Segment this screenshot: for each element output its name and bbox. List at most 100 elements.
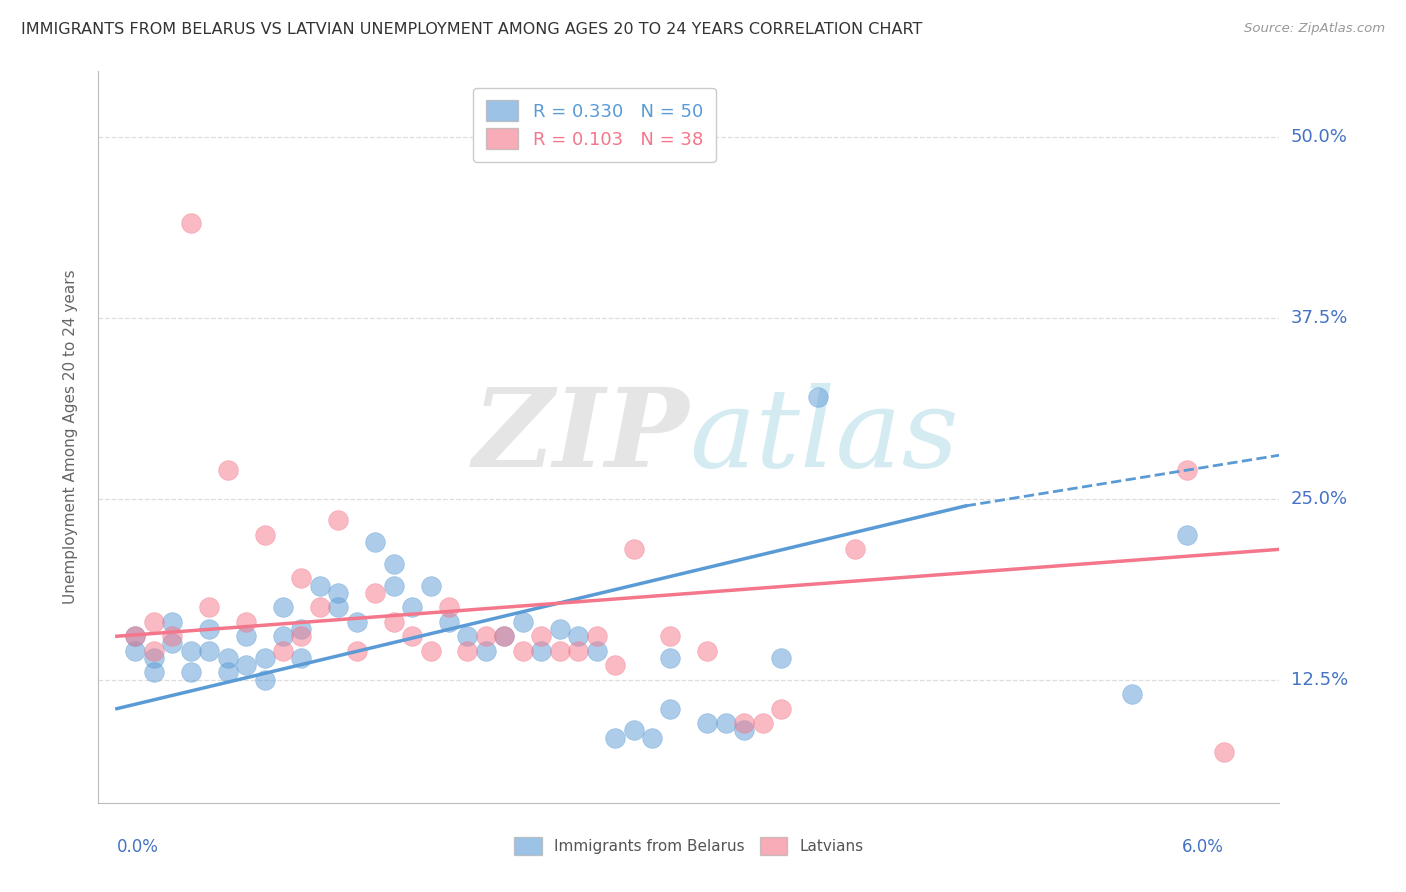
Text: 12.5%: 12.5% <box>1291 671 1348 689</box>
Point <box>659 629 682 643</box>
Point <box>623 542 645 557</box>
Point <box>198 644 221 658</box>
Point <box>475 644 498 658</box>
Point <box>271 629 294 643</box>
Point <box>328 600 350 615</box>
Text: Source: ZipAtlas.com: Source: ZipAtlas.com <box>1244 22 1385 36</box>
Point <box>290 571 312 585</box>
Point <box>659 701 682 715</box>
Point <box>162 629 183 643</box>
Point <box>623 723 645 738</box>
Text: 50.0%: 50.0% <box>1291 128 1347 145</box>
Point <box>290 629 312 643</box>
Text: 37.5%: 37.5% <box>1291 309 1348 326</box>
Point <box>235 658 257 673</box>
Point <box>1175 463 1198 477</box>
Point <box>457 629 479 643</box>
Point <box>235 629 257 643</box>
Point <box>124 644 146 658</box>
Point <box>844 542 866 557</box>
Point <box>142 644 165 658</box>
Point <box>180 644 202 658</box>
Legend: Immigrants from Belarus, Latvians: Immigrants from Belarus, Latvians <box>508 831 870 861</box>
Point <box>309 600 332 615</box>
Point <box>585 629 607 643</box>
Point <box>364 535 387 549</box>
Point <box>641 731 664 745</box>
Point <box>419 578 441 592</box>
Point <box>494 629 516 643</box>
Point <box>752 716 775 731</box>
Point <box>198 600 221 615</box>
Point <box>142 615 165 629</box>
Point <box>290 622 312 636</box>
Point <box>1121 687 1143 701</box>
Point <box>714 716 737 731</box>
Point <box>548 622 571 636</box>
Point <box>585 644 607 658</box>
Point <box>401 629 423 643</box>
Point <box>382 557 405 571</box>
Text: atlas: atlas <box>689 384 959 491</box>
Point <box>309 578 332 592</box>
Point <box>770 701 793 715</box>
Point <box>437 600 460 615</box>
Point <box>567 629 589 643</box>
Text: 25.0%: 25.0% <box>1291 490 1348 508</box>
Point <box>328 586 350 600</box>
Point <box>457 644 479 658</box>
Point <box>567 644 589 658</box>
Point <box>271 600 294 615</box>
Point <box>696 716 718 731</box>
Point <box>253 673 276 687</box>
Point <box>198 622 221 636</box>
Y-axis label: Unemployment Among Ages 20 to 24 years: Unemployment Among Ages 20 to 24 years <box>63 269 77 605</box>
Text: 6.0%: 6.0% <box>1182 838 1225 855</box>
Point <box>419 644 441 658</box>
Point <box>512 644 534 658</box>
Point <box>217 651 239 665</box>
Point <box>512 615 534 629</box>
Point <box>217 665 239 680</box>
Point <box>605 731 627 745</box>
Point <box>180 665 202 680</box>
Point <box>401 600 423 615</box>
Text: ZIP: ZIP <box>472 384 689 491</box>
Text: 0.0%: 0.0% <box>117 838 159 855</box>
Point <box>382 578 405 592</box>
Point <box>530 629 553 643</box>
Point <box>142 651 165 665</box>
Point <box>548 644 571 658</box>
Point <box>364 586 387 600</box>
Point <box>180 216 202 230</box>
Point <box>328 513 350 527</box>
Point <box>733 716 755 731</box>
Point <box>235 615 257 629</box>
Point <box>253 528 276 542</box>
Point <box>162 615 183 629</box>
Point <box>290 651 312 665</box>
Point <box>1213 745 1236 759</box>
Point <box>605 658 627 673</box>
Point <box>253 651 276 665</box>
Point <box>346 644 368 658</box>
Point <box>162 636 183 650</box>
Point <box>382 615 405 629</box>
Point <box>696 644 718 658</box>
Point <box>659 651 682 665</box>
Text: IMMIGRANTS FROM BELARUS VS LATVIAN UNEMPLOYMENT AMONG AGES 20 TO 24 YEARS CORREL: IMMIGRANTS FROM BELARUS VS LATVIAN UNEMP… <box>21 22 922 37</box>
Point <box>530 644 553 658</box>
Point <box>142 665 165 680</box>
Point <box>271 644 294 658</box>
Point <box>217 463 239 477</box>
Point <box>124 629 146 643</box>
Point <box>807 390 830 404</box>
Point <box>475 629 498 643</box>
Point <box>770 651 793 665</box>
Point <box>346 615 368 629</box>
Point <box>494 629 516 643</box>
Point <box>124 629 146 643</box>
Point <box>1175 528 1198 542</box>
Point <box>733 723 755 738</box>
Point <box>437 615 460 629</box>
